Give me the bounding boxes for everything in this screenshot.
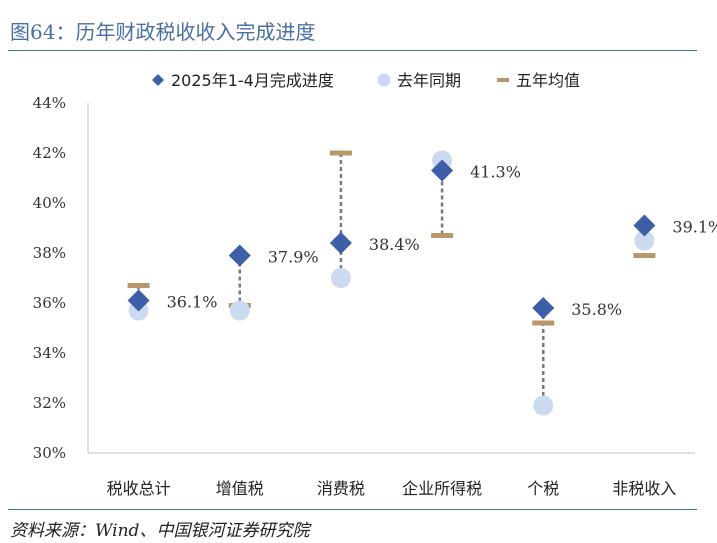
last-year-point <box>634 230 655 251</box>
x-category-label: 税收总计 <box>107 479 171 498</box>
chart-title: 图64：历年财政税收收入完成进度 <box>10 20 316 44</box>
x-category-label: 企业所得税 <box>402 479 482 498</box>
current-progress-point <box>431 159 454 182</box>
average-marker <box>127 283 150 288</box>
data-label: 41.3% <box>470 163 521 182</box>
y-tick-label: 32% <box>33 394 66 412</box>
data-label: 35.8% <box>571 300 622 319</box>
title-divider <box>8 50 697 51</box>
data-label: 36.1% <box>167 293 218 312</box>
last-year-point <box>229 300 250 321</box>
data-label: 39.1% <box>672 218 717 237</box>
legend-dash-icon <box>497 78 509 82</box>
y-tick-label: 34% <box>33 344 66 362</box>
current-progress-point <box>532 297 555 319</box>
average-marker <box>633 253 656 258</box>
source-note: 资料来源：Wind、中国银河证券研究院 <box>10 521 310 541</box>
current-progress-point <box>329 232 352 254</box>
y-tick-label: 30% <box>33 444 66 462</box>
footer-divider <box>8 509 697 510</box>
current-progress-point <box>633 214 656 237</box>
legend-label: 五年均值 <box>516 71 580 90</box>
average-marker <box>532 320 555 326</box>
y-tick-label: 36% <box>33 294 66 312</box>
legend-label: 2025年1-4月完成进度 <box>171 71 334 90</box>
data-label: 37.9% <box>268 248 319 267</box>
x-category-label: 消费税 <box>317 479 365 498</box>
average-marker <box>329 150 352 156</box>
last-year-point <box>330 268 351 288</box>
last-year-point <box>533 395 554 416</box>
current-progress-point <box>228 244 251 267</box>
x-category-label: 增值税 <box>216 479 264 498</box>
average-marker <box>431 233 454 238</box>
data-label: 38.4% <box>369 235 420 254</box>
y-tick-label: 42% <box>33 144 66 162</box>
y-tick-label: 44% <box>33 94 66 112</box>
legend-circle-icon <box>377 73 391 87</box>
y-tick-label: 40% <box>33 194 66 212</box>
legend-label: 去年同期 <box>397 71 461 90</box>
current-progress-point <box>127 289 150 312</box>
y-tick-label: 38% <box>33 244 66 262</box>
x-category-label: 非税收入 <box>612 479 676 498</box>
legend-diamond-icon <box>152 74 164 86</box>
x-category-label: 个税 <box>527 479 559 498</box>
